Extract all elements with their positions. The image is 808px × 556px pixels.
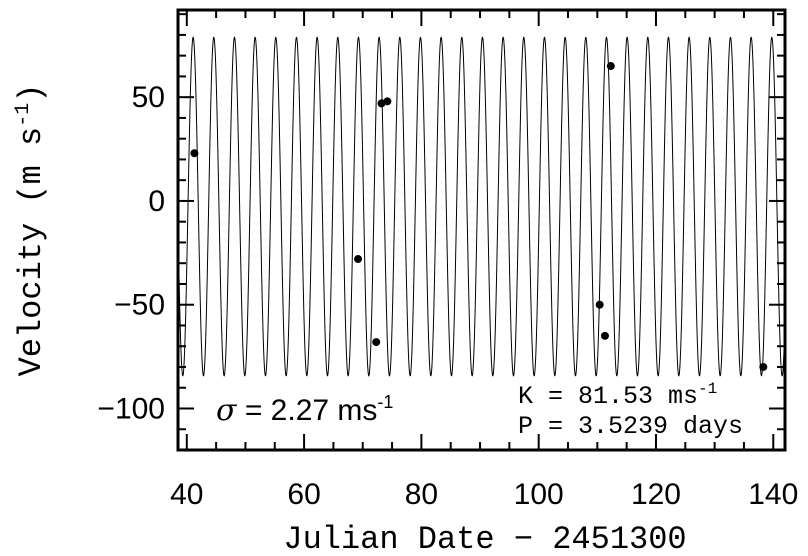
data-point <box>600 331 609 340</box>
p-annotation: P = 3.5239 days <box>518 412 743 441</box>
data-points <box>190 62 768 371</box>
y-tick-label: −50 <box>114 289 165 322</box>
data-point <box>606 62 615 71</box>
y-axis-title-sup: -1 <box>12 103 35 127</box>
x-tick-label: 140 <box>748 478 798 511</box>
sigma-unit-sup: -1 <box>377 392 393 412</box>
sigma-value: = 2.27 ms <box>236 394 377 427</box>
y-axis-title-close: ) <box>13 84 50 103</box>
k-annotation: K = 81.53 ms-1 <box>518 380 717 411</box>
sigma-annotation: σ = 2.27 ms-1 <box>216 392 393 428</box>
y-tick-label: 50 <box>132 81 165 114</box>
y-axis-title: Velocity (m s-1) <box>12 84 50 377</box>
x-tick-label: 80 <box>405 478 438 511</box>
data-point <box>383 97 392 106</box>
plot-frame <box>176 8 787 452</box>
k-unit-sup: -1 <box>698 380 717 398</box>
data-point <box>354 255 363 264</box>
k-value: K = 81.53 ms <box>518 382 698 411</box>
data-point <box>759 362 768 371</box>
data-point <box>372 338 381 347</box>
y-tick-label: −100 <box>97 392 165 425</box>
x-tick-label: 100 <box>514 478 564 511</box>
axis-ticks <box>178 10 785 451</box>
data-point <box>190 149 199 158</box>
model-curve <box>179 36 784 377</box>
y-tick-labels: −100 −50 0 50 <box>97 81 165 425</box>
x-tick-label: 120 <box>631 478 681 511</box>
x-tick-label: 40 <box>170 478 203 511</box>
data-point <box>595 300 604 309</box>
y-tick-label: 0 <box>148 185 165 218</box>
sigma-symbol: σ <box>216 393 238 428</box>
x-tick-labels: 40 60 80 100 120 140 <box>170 478 798 511</box>
y-axis-title-main: Velocity (m s <box>13 127 50 377</box>
x-axis-title: Julian Date − 2451300 <box>283 521 686 556</box>
x-tick-label: 60 <box>287 478 320 511</box>
